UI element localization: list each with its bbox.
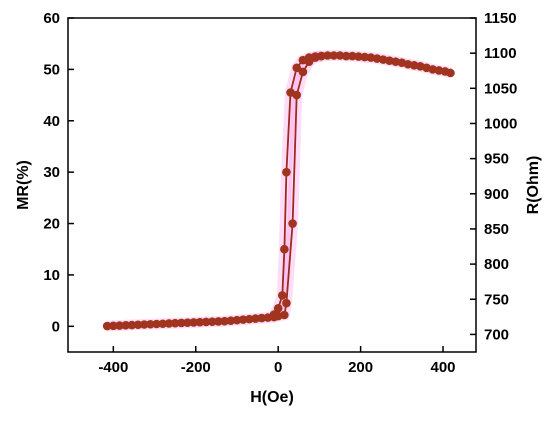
x-tick-label: 200 bbox=[348, 359, 373, 376]
data-point bbox=[286, 88, 295, 97]
data-point bbox=[257, 313, 266, 323]
y2-tick-label: 900 bbox=[484, 186, 509, 203]
series-points bbox=[102, 51, 455, 331]
data-point bbox=[317, 51, 326, 61]
y2-tick-label: 750 bbox=[484, 291, 509, 308]
y2-tick-label: 1050 bbox=[484, 80, 517, 97]
x-tick-label: 0 bbox=[274, 359, 282, 376]
data-point bbox=[298, 67, 308, 77]
data-point bbox=[348, 51, 357, 61]
data-point bbox=[251, 314, 260, 323]
data-point bbox=[273, 304, 283, 313]
data-point bbox=[245, 314, 254, 324]
data-point bbox=[158, 319, 168, 329]
data-point bbox=[146, 319, 155, 329]
data-point bbox=[115, 321, 124, 330]
data-point bbox=[238, 315, 248, 324]
data-point bbox=[127, 320, 137, 330]
data-point bbox=[335, 51, 345, 60]
data-point bbox=[280, 310, 289, 320]
data-point bbox=[207, 317, 217, 326]
plot-frame bbox=[67, 17, 477, 353]
data-point bbox=[201, 317, 211, 327]
y2-axis-label: R(Ohm) bbox=[525, 156, 542, 215]
data-point bbox=[354, 52, 363, 61]
data-point bbox=[109, 321, 118, 331]
data-point bbox=[282, 298, 291, 308]
y-axis-label: MR(%) bbox=[15, 160, 32, 210]
data-point bbox=[329, 51, 339, 60]
data-point bbox=[292, 63, 302, 73]
x-axis-ticks: -400 -200 0 200 400 bbox=[98, 346, 456, 376]
y-tick-label: 10 bbox=[43, 267, 60, 284]
data-point bbox=[183, 318, 192, 328]
data-point bbox=[121, 320, 130, 330]
data-point bbox=[323, 51, 332, 60]
y-tick-label: 20 bbox=[43, 216, 60, 233]
glow-layer bbox=[106, 50, 452, 332]
y-tick-label: 50 bbox=[43, 61, 60, 78]
data-point bbox=[214, 317, 223, 326]
y2-tick-label: 1000 bbox=[484, 115, 517, 132]
data-point bbox=[269, 310, 279, 319]
data-point bbox=[189, 318, 198, 327]
x-tick-label: -400 bbox=[98, 359, 128, 376]
y-tick-label: 30 bbox=[43, 164, 60, 181]
y2-tick-label: 1150 bbox=[484, 10, 517, 27]
y-tick-label: 40 bbox=[43, 113, 60, 130]
data-point bbox=[278, 291, 287, 300]
data-point bbox=[152, 319, 161, 329]
y2-tick-label: 950 bbox=[484, 151, 509, 168]
y2-tick-label: 850 bbox=[484, 221, 509, 238]
data-point bbox=[177, 318, 186, 328]
data-point bbox=[133, 320, 143, 330]
data-point bbox=[288, 219, 297, 228]
data-point bbox=[341, 51, 351, 61]
y-tick-label: 0 bbox=[52, 318, 60, 335]
data-point bbox=[232, 315, 242, 325]
data-point bbox=[360, 52, 370, 62]
data-point bbox=[170, 318, 180, 328]
x-tick-label: -200 bbox=[181, 359, 211, 376]
y2-axis-ticks: 700 750 800 850 900 950 1000 1050 1100 1150 bbox=[470, 10, 517, 343]
y-axis-ticks: 0 10 20 30 40 50 60 bbox=[43, 10, 74, 335]
data-point bbox=[195, 317, 205, 327]
y2-tick-label: 700 bbox=[484, 326, 509, 343]
data-point bbox=[446, 68, 455, 78]
data-point bbox=[139, 320, 149, 329]
y2-tick-label: 1100 bbox=[484, 45, 517, 62]
data-point bbox=[310, 52, 320, 61]
data-point bbox=[226, 316, 236, 325]
x-tick-label: 400 bbox=[431, 359, 456, 376]
data-point bbox=[282, 167, 291, 177]
y2-tick-label: 800 bbox=[484, 256, 509, 273]
data-point bbox=[280, 244, 289, 254]
data-point bbox=[102, 321, 112, 331]
data-point bbox=[220, 316, 229, 326]
x-axis-label: H(Oe) bbox=[250, 389, 294, 406]
data-point bbox=[164, 319, 174, 328]
y-tick-label: 60 bbox=[43, 10, 60, 27]
